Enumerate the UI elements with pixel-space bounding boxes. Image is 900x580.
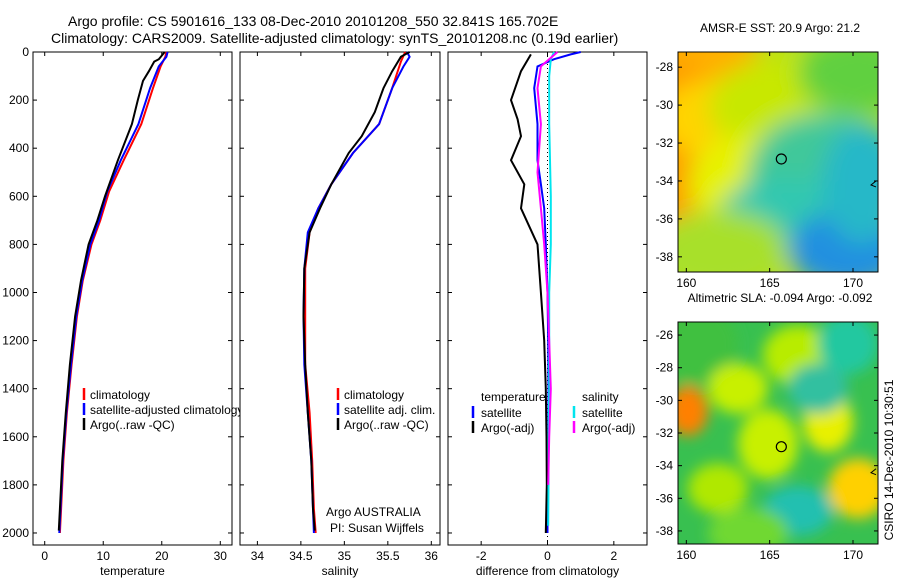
x-tick-label: 2 bbox=[610, 549, 617, 563]
map-blob bbox=[678, 210, 788, 272]
edge-mark bbox=[870, 180, 877, 188]
legend-label: satellite adj. clim. bbox=[344, 403, 435, 417]
map-blob bbox=[822, 124, 878, 244]
panel-salinity: 34 34.5 35 35.5 36 salinity climatologysatelli… bbox=[239, 51, 441, 578]
y-tick-label: -34 bbox=[656, 174, 674, 188]
edge-mark bbox=[870, 468, 877, 476]
y-tick-label: -36 bbox=[656, 212, 674, 226]
y-tick-label: -30 bbox=[656, 98, 674, 112]
map-blob bbox=[708, 363, 768, 414]
series-line-black bbox=[509, 53, 548, 534]
panel-sst-map: AMSR-E SST: 20.9 Argo: 21.2 160 165 170 -28 -… bbox=[656, 21, 879, 290]
panel-sla-map: Altimetric SLA: -0.094 Argo: -0.092 160 16… bbox=[656, 291, 879, 562]
y-tick-label: 400 bbox=[9, 141, 29, 155]
map-blob bbox=[708, 507, 788, 544]
title-line-1: Argo profile: CS 5901616_133 08-Dec-2010… bbox=[68, 13, 559, 29]
x-tick-label: 165 bbox=[760, 276, 780, 290]
y-tick-label: -34 bbox=[656, 459, 674, 473]
x-tick-label: 34.5 bbox=[289, 549, 313, 563]
map-blob bbox=[818, 322, 878, 375]
series-line-magenta bbox=[536, 51, 559, 485]
title-line-2: Climatology: CARS2009. Satellite-adjuste… bbox=[51, 30, 619, 46]
axes-frame bbox=[239, 51, 441, 546]
y-tick-label: 1800 bbox=[2, 478, 29, 492]
map-blobs bbox=[678, 322, 878, 544]
y-tick-label: 2000 bbox=[2, 526, 29, 540]
y-tick-label: -26 bbox=[656, 328, 674, 342]
map-blob bbox=[798, 52, 878, 114]
y-tick-label: -38 bbox=[656, 524, 674, 538]
x-tick-label: 165 bbox=[760, 548, 780, 562]
x-tick-label: 170 bbox=[843, 276, 863, 290]
map-blob bbox=[688, 463, 748, 514]
x-tick-label: -2 bbox=[476, 549, 487, 563]
y-tick-label: -28 bbox=[656, 361, 674, 375]
y-tick-label: -36 bbox=[656, 491, 674, 505]
y-tick-label: 1600 bbox=[2, 430, 29, 444]
y-tick-label: -32 bbox=[656, 426, 674, 440]
y-tick-label: -38 bbox=[656, 250, 674, 264]
legend-label: Argo(-adj) bbox=[481, 421, 534, 435]
x-axis-label: salinity bbox=[322, 564, 359, 578]
legend-label: satellite-adjusted climatology bbox=[90, 403, 243, 417]
legend-label: climatology bbox=[344, 388, 404, 402]
map-frame bbox=[677, 51, 879, 273]
x-tick-label: 0 bbox=[544, 549, 551, 563]
map-field bbox=[678, 322, 878, 544]
map-blob bbox=[738, 409, 798, 480]
x-tick-label: 20 bbox=[155, 549, 169, 563]
panel-temperature: 0 200 400 600 800 1000 1200 1400 1600 1800 2000 0 10… bbox=[2, 45, 243, 578]
x-tick-label: 36 bbox=[425, 549, 439, 563]
x-tick-label: 34 bbox=[251, 549, 265, 563]
legend-title: temperature bbox=[481, 390, 546, 404]
y-tick-label: 0 bbox=[22, 45, 29, 59]
map-blob bbox=[788, 363, 848, 414]
x-tick-label: 0 bbox=[41, 549, 48, 563]
x-tick-label: 10 bbox=[97, 549, 111, 563]
legend-label: Argo(..raw -QC) bbox=[344, 418, 429, 432]
y-tick-label: 1000 bbox=[2, 285, 29, 299]
x-tick-label: 35.5 bbox=[376, 549, 400, 563]
legend-label: satellite bbox=[582, 406, 623, 420]
footer-credit: CSIRO 14-Dec-2010 10:30:51 bbox=[882, 379, 896, 540]
legend-label: Argo(-adj) bbox=[582, 421, 635, 435]
legend-label: climatology bbox=[90, 388, 150, 402]
map-title: AMSR-E SST: 20.9 Argo: 21.2 bbox=[700, 21, 860, 35]
y-tick-label: -32 bbox=[656, 136, 674, 150]
legend-label: satellite bbox=[481, 406, 522, 420]
y-tick-label: -30 bbox=[656, 393, 674, 407]
x-tick-label: 30 bbox=[214, 549, 228, 563]
y-tick-label: 600 bbox=[9, 189, 29, 203]
argo-position-marker bbox=[775, 153, 787, 165]
y-tick-label: 800 bbox=[9, 237, 29, 251]
x-tick-label: 170 bbox=[843, 548, 863, 562]
y-tick-label: 200 bbox=[9, 93, 29, 107]
y-tick-label: -28 bbox=[656, 60, 674, 74]
annotation-line: Argo AUSTRALIA bbox=[326, 505, 421, 519]
map-blobs bbox=[678, 52, 878, 272]
annotation-line: PI: Susan Wijffels bbox=[330, 521, 424, 535]
legend-label: Argo(..raw -QC) bbox=[90, 418, 175, 432]
y-tick-label: 1400 bbox=[2, 382, 29, 396]
y-tick-label: 1200 bbox=[2, 334, 29, 348]
argo-position-marker bbox=[775, 441, 787, 453]
x-tick-label: 160 bbox=[676, 548, 696, 562]
x-tick-label: 35 bbox=[338, 549, 352, 563]
legend-title: salinity bbox=[582, 390, 619, 404]
map-blob bbox=[678, 385, 708, 436]
x-axis-label: difference from climatology bbox=[476, 564, 619, 578]
series-line-black bbox=[302, 51, 411, 531]
series-line-black bbox=[57, 51, 166, 531]
x-axis-label: temperature bbox=[100, 564, 165, 578]
x-tick-label: 160 bbox=[676, 276, 696, 290]
map-blob bbox=[828, 458, 878, 519]
map-title: Altimetric SLA: -0.094 Argo: -0.092 bbox=[688, 291, 873, 305]
